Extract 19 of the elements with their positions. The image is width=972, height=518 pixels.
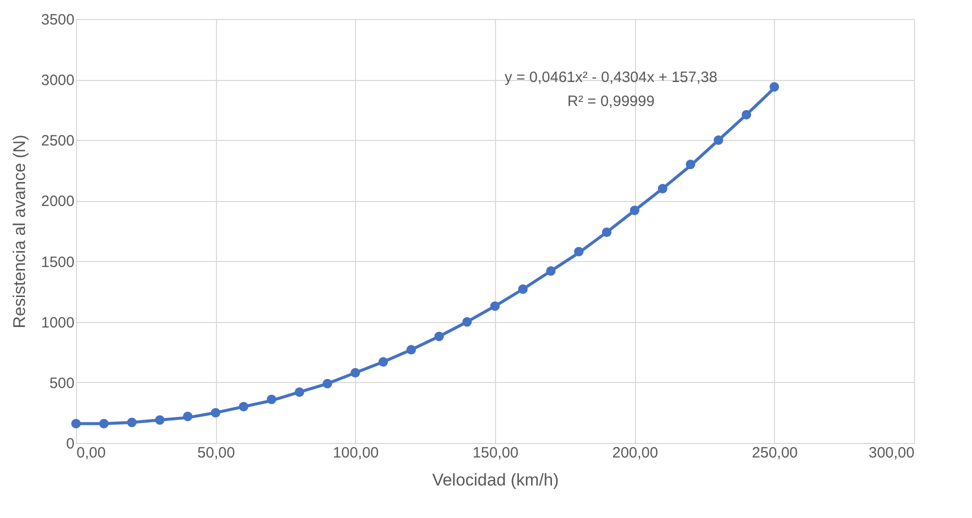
x-tick-label: 300,00 (868, 444, 914, 462)
y-tick-label: 2500 (41, 132, 74, 150)
x-tick-label: 150,00 (472, 444, 518, 462)
y-axis-title: Resistencia al avance (N) (10, 134, 30, 328)
y-tick-label: 500 (49, 374, 74, 392)
annotation: R² = 0,99999 (567, 93, 655, 110)
x-tick-label: 50,00 (197, 444, 235, 462)
y-tick-label: 1000 (41, 314, 74, 332)
y-tick-label: 1500 (41, 254, 74, 271)
x-tick-label: 100,00 (332, 444, 379, 462)
y-tick-label: 2000 (41, 193, 74, 210)
x-tick-label: 0,00 (76, 444, 106, 462)
y-tick-label: 3000 (41, 72, 74, 90)
x-tick-label: 200,00 (612, 444, 658, 462)
x-axis-title: Velocidad (km/h) (432, 470, 559, 490)
x-tick-label: 250,00 (752, 444, 798, 462)
y-tick-label: 3500 (41, 12, 74, 28)
annotation: y = 0,0461x² - 0,4304x + 157,38 (504, 69, 718, 86)
y-tick-label: 0 (66, 436, 74, 452)
